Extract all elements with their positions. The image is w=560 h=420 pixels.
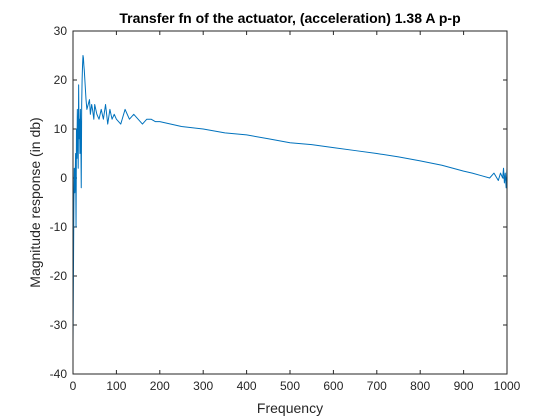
x-tick-label: 500 [280,379,300,393]
y-axis-label: Magnitude response (in db) [27,117,43,287]
y-tick-label: 20 [54,73,68,87]
x-axis-label: Frequency [257,400,323,416]
chart-title: Transfer fn of the actuator, (accelerati… [119,10,460,26]
x-tick-label: 700 [367,379,387,393]
x-tick-label: 1000 [494,379,521,393]
x-tick-label: 300 [193,379,213,393]
y-tick-label: -30 [50,318,68,332]
x-tick-label: 0 [70,379,77,393]
x-tick-label: 100 [106,379,126,393]
y-tick-label: -40 [50,367,68,381]
y-tick-label: 30 [54,24,68,38]
y-tick-label: -10 [50,220,68,234]
x-tick-label: 900 [454,379,474,393]
y-tick-label: 10 [54,122,68,136]
x-tick-label: 800 [410,379,430,393]
x-tick-label: 600 [323,379,343,393]
y-tick-label: 0 [60,171,67,185]
plot-area [73,31,507,374]
x-tick-label: 200 [150,379,170,393]
y-tick-label: -20 [50,269,68,283]
x-tick-label: 400 [237,379,257,393]
